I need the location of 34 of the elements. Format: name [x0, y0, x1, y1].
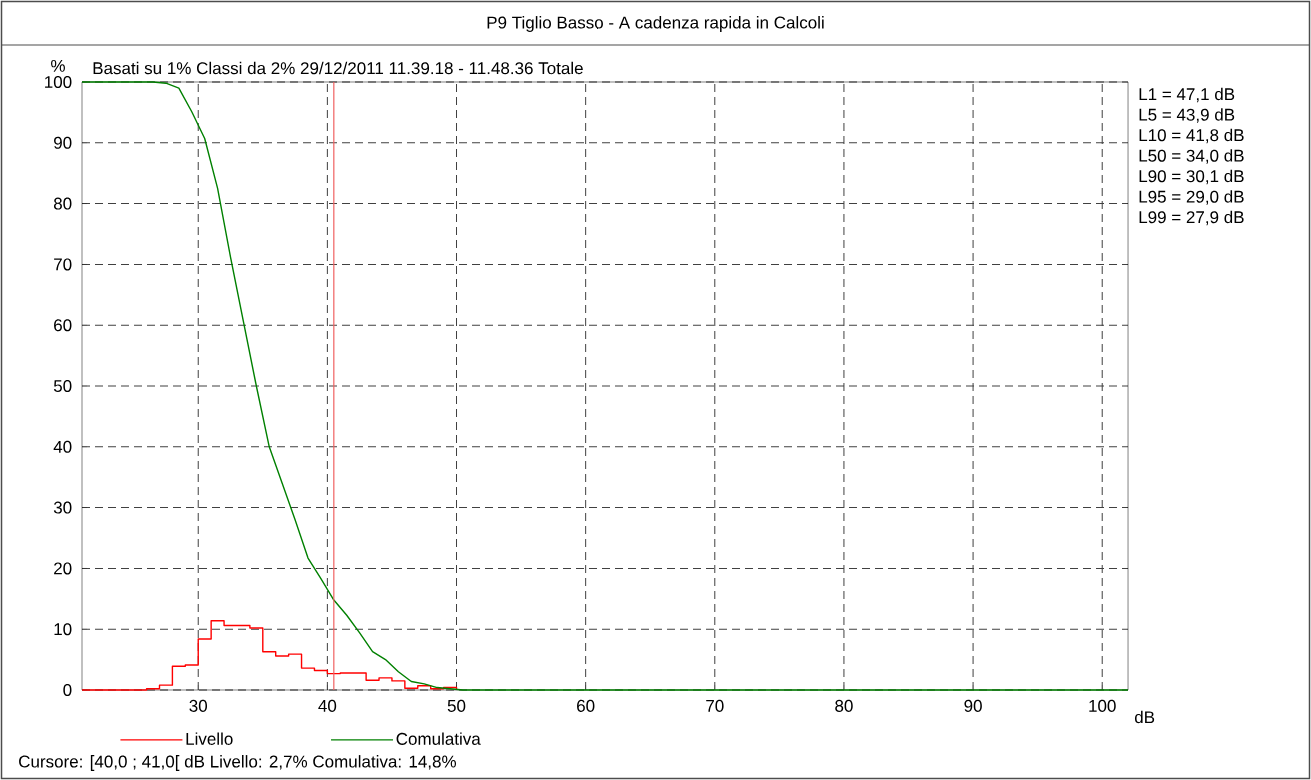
y-tick-label: 100 — [45, 75, 72, 89]
y-tick-label: 30 — [53, 501, 72, 514]
y-tick-label: 80 — [53, 197, 72, 210]
y-tick-label: 20 — [54, 562, 72, 575]
y-axis-title: % — [51, 59, 65, 72]
legend-label: Livello — [186, 732, 233, 745]
text: L1 = 47,1 dB — [1139, 87, 1235, 103]
y-tick-label: 60 — [54, 319, 72, 332]
y-tick-label: 70 — [54, 258, 72, 271]
text: L95 = 29,0 dB — [1139, 190, 1244, 205]
x-axis-title: dB — [1134, 710, 1155, 724]
x-tick-label: 30 — [189, 699, 208, 712]
text: Cursore: [40,0 ; 41,0[ dB Livello: 2,7% Comulativa: 14,8% — [19, 755, 456, 771]
text: L90 = 30,1 dB — [1139, 169, 1244, 185]
text: L99 = 27,9 dB — [1139, 210, 1244, 226]
x-tick-label: 90 — [964, 699, 982, 712]
x-tick-label: 100 — [1089, 699, 1116, 712]
x-tick-label: 50 — [447, 699, 466, 712]
y-tick-label: 10 — [54, 623, 72, 636]
y-tick-label: 90 — [54, 136, 72, 149]
line-series — [81, 81, 1129, 691]
chart-title: P9 Tiglio Basso - A cadenza rapida in Calcoli — [487, 16, 824, 32]
text: L10 = 41,8 dB — [1139, 128, 1244, 144]
text: L50 = 34,0 dB — [1139, 149, 1244, 164]
text: L5 = 43,9 dB — [1139, 108, 1235, 123]
legend-label: Comulativa — [396, 732, 481, 745]
x-tick-label: 80 — [835, 699, 853, 712]
y-tick-label: 0 — [63, 683, 72, 697]
x-tick-label: 60 — [577, 699, 595, 712]
chart-subtitle: Basati su 1% Classi da 2% 29/12/2011 11.39.18 - 11.48.36 Totale — [93, 61, 583, 75]
y-tick-label: 40 — [53, 440, 72, 453]
x-tick-label: 40 — [318, 699, 337, 712]
y-tick-label: 50 — [53, 379, 72, 393]
x-tick-label: 70 — [706, 699, 724, 712]
